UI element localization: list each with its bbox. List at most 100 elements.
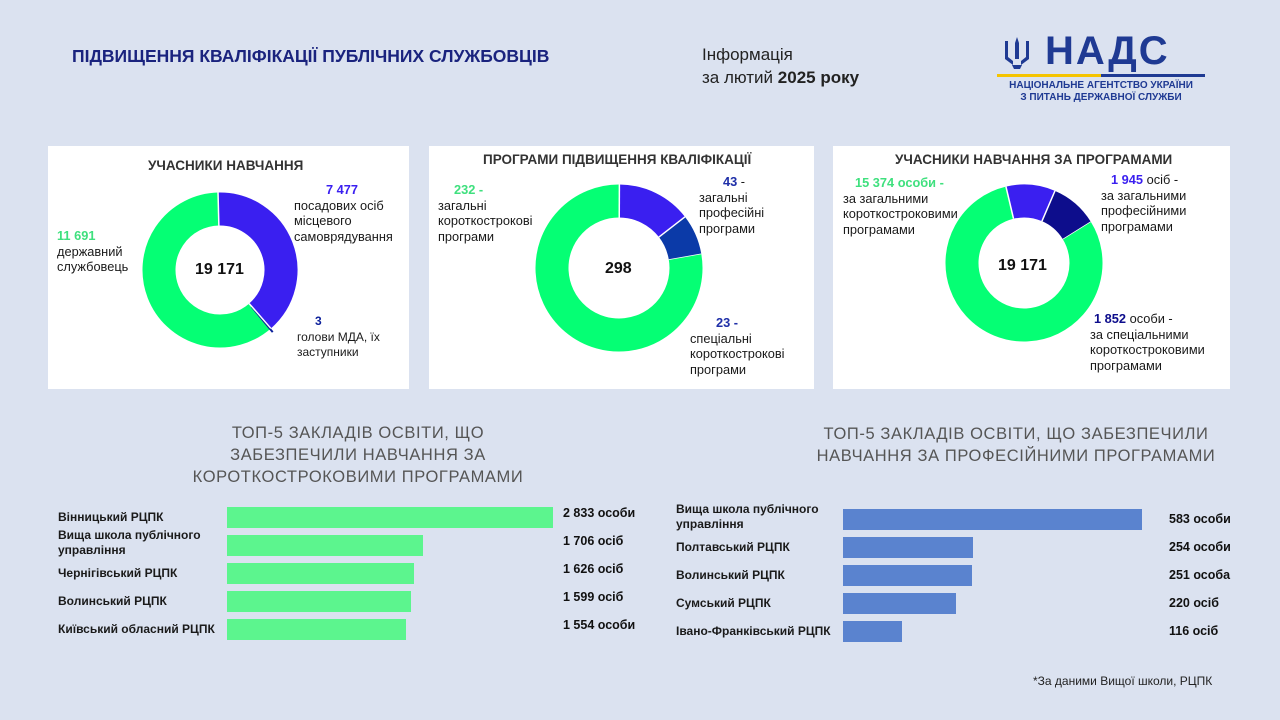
donut-slice [535,184,703,352]
bar-value-label: 1 554 особи [563,618,636,632]
logo-name: НАДС [1045,29,1170,73]
bar-category-label: Івано-Франківський РЦПК [676,624,831,638]
slice-label-general-short: 15 374 особи - за загальними короткостро… [843,175,983,237]
top5-prof-title: ТОП-5 ЗАКЛАДІВ ОСВІТИ, ЩО ЗАБЕЗПЕЧИЛИ НА… [816,425,1216,465]
top5-short-title: ТОП-5 ЗАКЛАДІВ ОСВІТИ, ЩО ЗАБЕЗПЕЧИЛИ НА… [192,424,524,486]
donut-center-value: 19 171 [195,261,244,278]
slice-value: 23 - [716,315,739,330]
bar [227,619,406,640]
bar-category-label: Вища школа публічного управління [676,502,819,531]
slice-text: загальні професійні програми [699,189,765,236]
slice-label-special-short: 23 - спеціальні короткострокові програми [690,315,812,377]
bar-category-label: Волинський РЦПК [58,594,167,608]
participants-panel: УЧАСНИКИ НАВЧАННЯ 19 171 11 691 державни… [48,146,409,389]
slice-text: за спеціальними короткостроковими програ… [1090,326,1205,373]
donut-center-value: 19 171 [998,257,1047,274]
slice-value: 1 852 [1094,311,1127,326]
slice-text: державний службовець [57,243,129,275]
nads-logo: НАДС НАЦІОНАЛЬНЕ АГЕНТСТВО УКРАЇНИ З ПИТ… [995,29,1207,105]
slice-label-general-short: 232 - загальні короткострокові програми [438,182,550,244]
bar-value-label: 1 626 осіб [563,562,624,576]
bar-category-label: Сумський РЦПК [676,596,771,610]
slice-text: за загальними професійними програмами [1101,187,1187,234]
panel-title: УЧАСНИКИ НАВЧАННЯ [148,158,304,173]
slice-separator [217,192,220,226]
bar-category-label: Полтавський РЦПК [676,540,790,554]
logo-subtitle-1: НАЦІОНАЛЬНЕ АГЕНТСТВО УКРАЇНИ [1009,80,1193,91]
bar [843,537,974,558]
bar-value-label: 2 833 особи [563,506,636,520]
footnote: *За даними Вищої школи, РЦПК [1033,674,1213,688]
slice-text: посадових осіб місцевого самоврядування [294,197,393,244]
slice-text: за загальними короткостроковими програма… [843,190,958,237]
donut-slice [945,186,1103,342]
donut-slice [142,192,271,348]
programs-panel: ПРОГРАМИ ПІДВИЩЕННЯ КВАЛІФІКАЦІЇ 298 232… [429,146,814,389]
programs-donut [535,184,703,352]
slice-suffix: - [737,174,746,189]
participants-donut [142,192,298,348]
donut-slice [658,216,702,260]
bar [227,591,411,612]
slice-text: спеціальні короткострокові програми [690,330,785,377]
slice-separator [1005,186,1015,219]
bar-value-label: 251 особа [1169,568,1231,582]
bar [843,593,956,614]
donut-slice [1005,184,1055,222]
slice-separator [1041,190,1056,222]
slice-value: 11 691 [57,228,96,243]
bar [227,535,424,556]
panel-title: ПРОГРАМИ ПІДВИЩЕННЯ КВАЛІФІКАЦІЇ [483,152,752,167]
participants-by-program-donut [945,184,1103,342]
bar-category-label: Чернігівський РЦПК [58,566,178,580]
bar-value-label: 254 особи [1169,540,1231,554]
slice-value: 1 945 [1111,172,1144,187]
bar-category-label: Київський обласний РЦПК [58,622,215,636]
slice-suffix: особи - [1126,311,1173,326]
bar-value-label: 1 706 осіб [563,534,624,548]
participants-by-program-panel: УЧАСНИКИ НАВЧАННЯ ЗА ПРОГРАМАМИ 19 171 1… [833,146,1230,389]
slice-label-civil-servants: 11 691 державний службовець [57,228,147,275]
slice-label-heads: 3 голови МДА, їх заступники [297,314,397,361]
bar [843,509,1142,530]
logo-subtitle-2: З ПИТАНЬ ДЕРЖАВНОЇ СЛУЖБИ [1020,92,1182,103]
slice-label-general-prof: 43 - загальні професійні програми [699,174,809,236]
donut-slice [618,184,685,238]
bar-value-label: 220 осіб [1169,596,1219,610]
donut-slice [1041,190,1091,240]
slice-label-general-prof: 1 945 осіб - за загальними професійними … [1101,172,1229,234]
slice-text: загальні короткострокові програми [438,197,533,244]
bar [843,621,903,642]
info-line2: за лютий 2025 року [702,66,859,89]
panel-title: УЧАСНИКИ НАВЧАННЯ ЗА ПРОГРАМАМИ [895,152,1173,167]
slice-text: голови МДА, їх заступники [297,329,380,360]
bar-category-label: Волинський РЦПК [676,568,785,582]
trident-icon [1005,37,1029,69]
slice-value: 7 477 [326,182,359,197]
info-line1: Інформація [702,45,793,64]
bar-category-label: Вища школа публічного управління [58,528,201,557]
bar-value-label: 1 599 осіб [563,590,624,604]
bar-value-label: 116 осіб [1169,624,1219,638]
slice-label-special-short: 1 852 особи - за спеціальними короткостр… [1090,311,1230,373]
bar-category-label: Вінницький РЦПК [58,510,164,524]
slice-value: 15 374 особи - [855,175,944,190]
bar [227,563,415,584]
bar [227,507,553,528]
donut-slice [218,192,298,329]
slice-separator [248,303,272,329]
slice-value: 3 [315,314,322,328]
slice-label-local-officials: 7 477 посадових осіб місцевого самовряду… [294,182,412,244]
slice-suffix: осіб - [1143,172,1179,187]
period-info: Інформація за лютий 2025 року [702,43,859,89]
logo-stripe [997,74,1205,77]
page-title: ПІДВИЩЕННЯ КВАЛІФІКАЦІЇ ПУБЛІЧНИХ СЛУЖБО… [72,46,550,66]
info-line2-year: 2025 року [777,68,860,87]
slice-value: 232 - [454,182,484,197]
slice-separator [658,216,686,238]
slice-value: 43 [723,174,738,189]
info-line2-prefix: за лютий [702,68,778,87]
bar-value-label: 583 особи [1169,512,1231,526]
donut-center-value: 298 [605,260,632,277]
bar [843,565,972,586]
